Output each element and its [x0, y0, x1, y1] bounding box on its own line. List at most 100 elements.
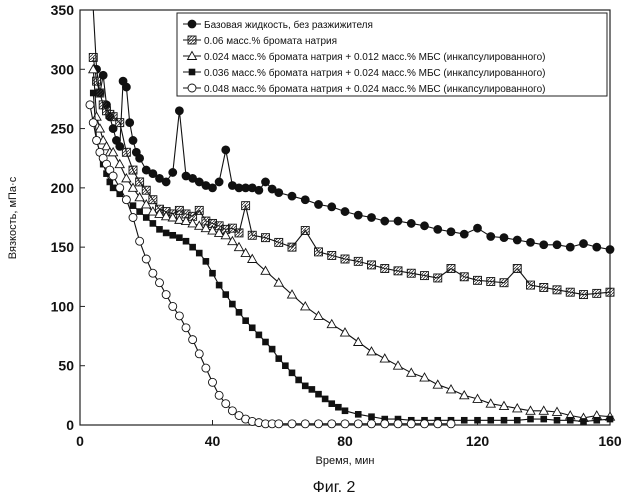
data-point — [150, 220, 156, 226]
data-point — [368, 420, 376, 428]
data-point — [354, 211, 362, 219]
data-point — [157, 226, 163, 232]
data-point — [394, 267, 402, 275]
y-tick-label: 150 — [51, 239, 75, 255]
data-point — [282, 363, 288, 369]
y-tick-label: 50 — [58, 358, 74, 374]
data-point — [447, 385, 456, 393]
data-point — [487, 278, 495, 286]
data-point — [235, 229, 243, 237]
data-point — [93, 136, 101, 144]
data-point — [369, 414, 375, 420]
data-point — [129, 166, 137, 174]
data-point — [327, 320, 336, 328]
data-point — [460, 391, 469, 399]
data-point — [566, 243, 574, 251]
data-point — [487, 232, 495, 240]
data-point — [527, 238, 535, 246]
data-point — [169, 302, 177, 310]
data-point — [314, 311, 323, 319]
data-point — [190, 244, 196, 250]
data-point — [143, 215, 149, 221]
data-point — [566, 288, 574, 296]
y-tick-label: 350 — [51, 2, 75, 18]
data-point — [475, 417, 481, 423]
data-point — [275, 189, 283, 197]
data-point — [248, 231, 256, 239]
data-point — [195, 350, 203, 358]
data-point — [296, 377, 302, 383]
data-point — [275, 238, 283, 246]
legend-label: Базовая жидкость, без разжижителя — [204, 19, 373, 31]
data-point — [553, 286, 561, 294]
legend-marker — [188, 36, 196, 44]
data-point — [328, 251, 336, 259]
data-point — [301, 227, 309, 235]
data-point — [420, 373, 429, 381]
data-point — [513, 264, 521, 272]
data-point — [501, 417, 507, 423]
data-point — [149, 196, 157, 204]
data-point — [169, 168, 177, 176]
data-point — [500, 279, 508, 287]
y-axis-label: Вязкость, мПа·с — [7, 176, 19, 259]
data-point — [355, 411, 361, 417]
y-tick-label: 200 — [51, 180, 75, 196]
data-point — [593, 289, 601, 297]
data-point — [434, 420, 442, 428]
data-point — [342, 408, 348, 414]
data-point — [89, 53, 97, 61]
data-point — [210, 270, 216, 276]
data-point — [553, 241, 561, 249]
data-point — [381, 217, 389, 225]
data-point — [243, 318, 249, 324]
data-point — [109, 172, 117, 180]
data-point — [394, 361, 403, 369]
y-tick-label: 100 — [51, 298, 75, 314]
data-point — [460, 230, 468, 238]
data-point — [222, 146, 230, 154]
data-point — [500, 234, 508, 242]
data-point — [162, 178, 170, 186]
data-point — [354, 420, 362, 428]
data-point — [407, 269, 415, 277]
data-point — [130, 203, 136, 209]
data-point — [136, 237, 144, 245]
data-point — [354, 338, 363, 346]
data-point — [514, 417, 520, 423]
data-point — [488, 417, 494, 423]
data-point — [341, 328, 350, 336]
data-point — [96, 89, 104, 97]
series-4 — [90, 90, 613, 424]
data-point — [223, 292, 229, 298]
data-point — [434, 225, 442, 233]
data-point — [329, 401, 335, 407]
legend-item: 0.036 масс.% бромата натрия + 0.024 масс… — [183, 67, 545, 79]
data-point — [142, 186, 150, 194]
data-point — [162, 291, 170, 299]
data-point — [328, 203, 336, 211]
data-point — [126, 119, 134, 127]
data-point — [322, 396, 328, 402]
data-point — [567, 417, 573, 423]
data-point — [189, 336, 197, 344]
data-point — [116, 119, 124, 127]
data-point — [136, 178, 144, 186]
data-point — [122, 148, 130, 156]
legend-item: 0.048 масс.% бромата натрия + 0.024 масс… — [183, 83, 545, 95]
data-point — [216, 282, 222, 288]
data-point — [328, 420, 336, 428]
data-point — [381, 420, 389, 428]
legend: Базовая жидкость, без разжижителя0.06 ма… — [177, 13, 607, 96]
data-point — [528, 416, 534, 422]
data-point — [316, 391, 322, 397]
data-point — [394, 217, 402, 225]
data-point — [513, 236, 521, 244]
data-point — [90, 90, 96, 96]
series-4-line — [93, 93, 610, 421]
data-point — [86, 101, 94, 109]
data-point — [474, 276, 482, 284]
data-point — [341, 420, 349, 428]
data-point — [276, 356, 282, 362]
data-point — [262, 234, 270, 242]
